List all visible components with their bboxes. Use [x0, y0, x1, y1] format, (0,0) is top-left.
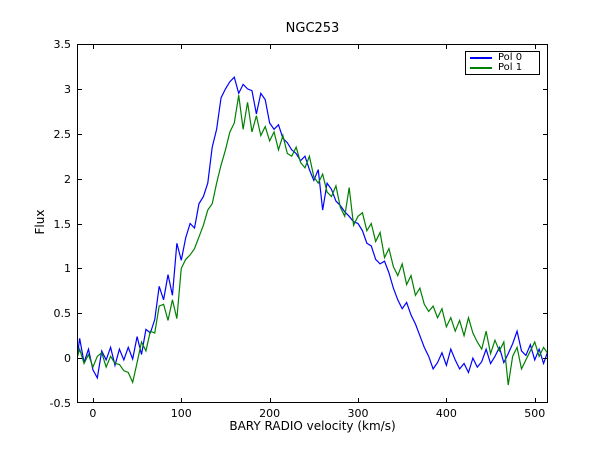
y-tick-label: 1.5 — [53, 217, 72, 231]
x-tick-label: 200 — [259, 407, 281, 420]
legend-label-pol0: Pol 0 — [498, 52, 523, 63]
x-tick-label: 100 — [170, 407, 192, 420]
x-tick-label: 300 — [347, 407, 369, 420]
legend-entry-pol0: Pol 0 — [470, 53, 535, 63]
x-axis-label: BARY RADIO velocity (km/s) — [229, 419, 396, 433]
x-tick-label: 0 — [89, 407, 97, 420]
legend-entry-pol1: Pol 1 — [470, 63, 535, 73]
y-tick-label: 1 — [64, 262, 71, 276]
legend: Pol 0 Pol 1 — [465, 51, 540, 75]
y-tick-label: 0.5 — [53, 307, 72, 321]
x-tick-label: 500 — [524, 407, 546, 420]
axes-frame — [77, 44, 548, 403]
chart-title: NGC253 — [285, 21, 340, 36]
y-tick-label: -0.5 — [49, 397, 71, 410]
y-tick-label: 3.5 — [53, 38, 72, 51]
series-line-pol0 — [77, 76, 548, 380]
plot-area — [77, 44, 548, 403]
y-tick-label: 2.5 — [53, 127, 72, 141]
legend-label-pol1: Pol 1 — [498, 62, 523, 73]
series-line-pol1 — [77, 95, 548, 386]
pol0-line-sample — [470, 57, 492, 59]
pol1-line-sample — [470, 67, 492, 69]
y-tick-label: 0 — [64, 352, 71, 366]
y-tick-label: 2 — [64, 172, 71, 186]
x-tick-label: 400 — [435, 407, 457, 420]
y-tick-label: 3 — [64, 82, 71, 96]
